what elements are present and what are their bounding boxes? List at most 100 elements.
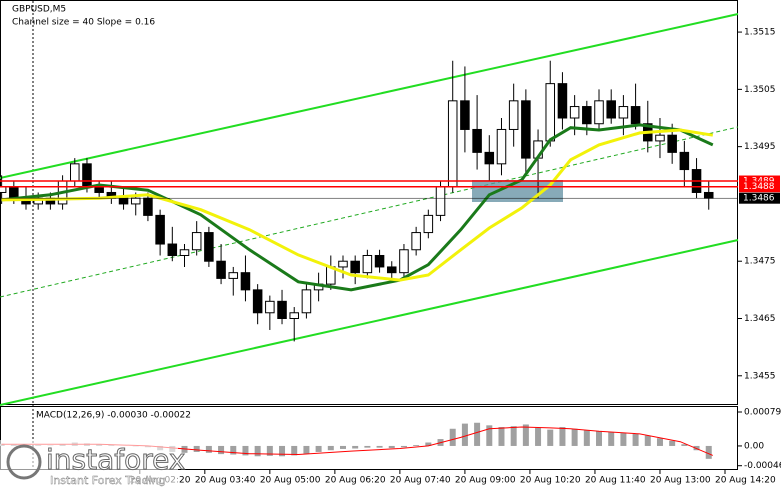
macd-bar <box>583 430 590 446</box>
y-tick-label: 1.3505 <box>744 85 776 95</box>
macd-bar <box>266 445 273 456</box>
candle-body <box>82 163 92 188</box>
macd-bar <box>242 445 249 456</box>
candle-body <box>362 254 373 274</box>
candle-body <box>460 100 470 130</box>
candle-body <box>204 232 214 262</box>
candle-body <box>228 272 239 279</box>
macd-bar <box>400 445 407 448</box>
macd-bar <box>486 425 493 446</box>
candle-body <box>240 272 251 291</box>
macd-bar <box>230 445 237 455</box>
candle-body <box>606 100 616 119</box>
macd-bar <box>596 431 603 446</box>
macd-bar <box>656 438 663 446</box>
moving-average <box>1 128 714 282</box>
candle-body <box>70 163 80 182</box>
macd-y-tick-label: -0.00046 <box>744 461 781 471</box>
y-tick-label: 1.3495 <box>744 142 776 152</box>
candle-body <box>301 289 312 314</box>
macd-bar <box>644 435 651 446</box>
macd-bar <box>315 445 322 452</box>
candle-body <box>350 260 360 274</box>
macd-y-tick-label: 0.00 <box>744 441 764 451</box>
candle-body <box>582 106 592 125</box>
macd-bar <box>425 442 432 446</box>
candle-body <box>118 197 129 205</box>
candle-body <box>484 151 495 165</box>
candle-body <box>277 300 287 320</box>
candle-body <box>508 100 519 130</box>
macd-bar <box>449 428 456 446</box>
candle-body <box>130 197 141 205</box>
x-tick-label: 20 Aug 06:20 <box>325 476 386 486</box>
x-tick-label: 20 Aug 05:00 <box>260 476 321 486</box>
candle-body <box>167 243 178 256</box>
macd-bar <box>339 445 346 449</box>
channel-middle <box>0 126 739 298</box>
channel-upper <box>0 13 739 179</box>
candle-body <box>155 214 165 245</box>
macd-bar <box>705 445 712 459</box>
macd-bar <box>681 444 688 446</box>
highlight-zone <box>472 180 563 202</box>
macd-bar <box>474 422 481 446</box>
macd-bar <box>352 445 359 449</box>
macd-bar <box>413 445 420 446</box>
macd-bar <box>388 445 395 449</box>
candle-body <box>545 83 556 142</box>
macd-bar <box>669 440 676 446</box>
candle-body <box>0 186 7 193</box>
candle-body <box>9 186 19 199</box>
candle-body <box>143 197 153 216</box>
chart-subtitle: Channel size = 40 Slope = 0.16 <box>12 18 155 28</box>
x-tick-label: 20 Aug 09:00 <box>455 476 516 486</box>
macd-bar <box>620 433 627 446</box>
macd-bar <box>547 429 554 446</box>
macd-bar <box>327 445 334 451</box>
candle-body <box>521 100 531 159</box>
y-tick-label: 1.3475 <box>744 257 776 267</box>
y-tick-label: 1.3455 <box>744 371 776 381</box>
macd-bar <box>535 427 542 446</box>
x-tick-label: 20 Aug 11:40 <box>585 476 646 486</box>
macd-label: MACD(12,26,9) -0.00030 -0.00022 <box>36 411 191 421</box>
candle-body <box>411 232 421 251</box>
candle-body <box>374 254 385 268</box>
macd-bar <box>254 445 261 457</box>
candle-body <box>191 232 202 251</box>
x-tick-label: 20 Aug 14:20 <box>715 476 776 486</box>
candle-body <box>496 128 507 165</box>
candle-body <box>679 151 690 171</box>
candle-body <box>94 186 104 193</box>
candle-body <box>569 106 580 119</box>
macd-bar <box>510 426 517 446</box>
price-marker-box <box>739 175 780 187</box>
macd-bar <box>364 445 371 448</box>
macd-bar <box>181 445 188 453</box>
candle-body <box>423 214 434 234</box>
macd-bar <box>376 445 383 448</box>
macd-bar <box>279 445 286 457</box>
macd-bar <box>218 445 225 455</box>
macd-y-tick-label: 0.00079 <box>744 408 781 418</box>
macd-bar <box>303 445 310 454</box>
candle-body <box>447 100 458 188</box>
candle-body <box>179 249 190 256</box>
macd-bar <box>632 433 639 446</box>
macd-bar <box>193 445 200 452</box>
macd-bar <box>559 427 566 446</box>
candle-body <box>655 134 665 142</box>
price-marker-label: 1.3486 <box>743 194 775 204</box>
candle-body <box>399 249 409 274</box>
candle-body <box>472 128 482 153</box>
channel-lower <box>0 239 739 406</box>
candle-body <box>630 106 641 125</box>
candle-body <box>289 312 299 320</box>
plot-layer: 1.3515 1.3505 1.3495 1.3475 1.3465 1.3455 20 A… <box>0 28 781 486</box>
price-marker-label: 1.3488 <box>743 182 775 192</box>
macd-bar <box>522 424 529 446</box>
moving-average <box>1 123 714 292</box>
logo-text: instaforex <box>46 443 185 476</box>
